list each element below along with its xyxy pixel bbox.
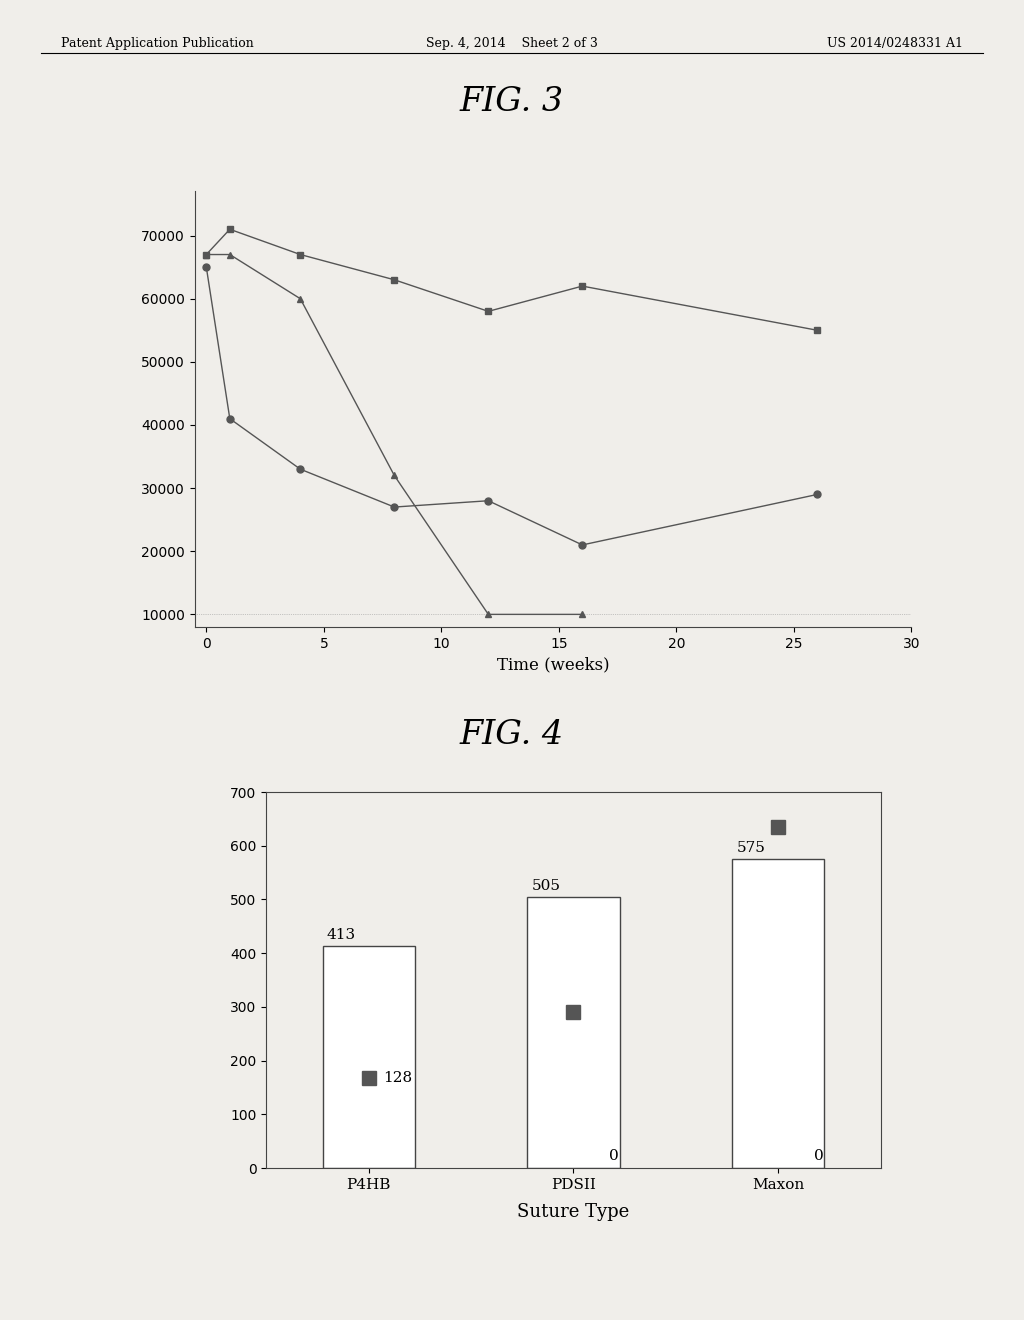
Text: FIG. 4: FIG. 4 xyxy=(460,719,564,751)
X-axis label: Time (weeks): Time (weeks) xyxy=(497,656,609,673)
Text: 128: 128 xyxy=(383,1071,412,1085)
Bar xyxy=(323,946,415,1168)
X-axis label: Suture Type: Suture Type xyxy=(517,1203,630,1221)
Bar xyxy=(527,896,620,1168)
Text: Patent Application Publication: Patent Application Publication xyxy=(61,37,254,50)
Bar xyxy=(732,859,824,1168)
Text: Sep. 4, 2014    Sheet 2 of 3: Sep. 4, 2014 Sheet 2 of 3 xyxy=(426,37,598,50)
Text: 575: 575 xyxy=(736,841,765,855)
Text: US 2014/0248331 A1: US 2014/0248331 A1 xyxy=(826,37,963,50)
Text: 505: 505 xyxy=(531,879,560,894)
Text: FIG. 3: FIG. 3 xyxy=(460,86,564,117)
Text: 0: 0 xyxy=(609,1148,620,1163)
Text: 0: 0 xyxy=(814,1148,824,1163)
Text: 413: 413 xyxy=(327,928,355,942)
